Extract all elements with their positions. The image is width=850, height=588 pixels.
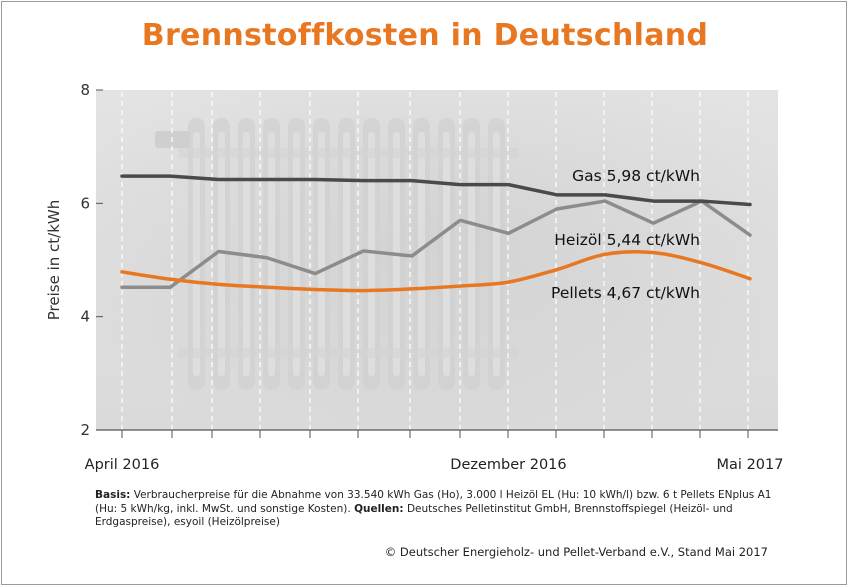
- sources-label: Quellen:: [354, 502, 404, 515]
- series-line-oil: [120, 199, 752, 289]
- radiator-fin-highlight: [443, 132, 450, 376]
- radiator-fin-highlight: [318, 132, 325, 376]
- radiator-fin-highlight: [268, 132, 275, 376]
- radiator-fin-highlight: [293, 132, 300, 376]
- series-label-gas: Gas 5,98 ct/kWh: [572, 167, 700, 185]
- y-tick-label: 8: [80, 81, 90, 99]
- x-tick-label: April 2016: [85, 457, 160, 473]
- radiator-fin-highlight: [368, 132, 375, 376]
- radiator-watermark: [96, 90, 778, 430]
- y-tick-label: 6: [80, 194, 90, 212]
- radiator-bottom-pipe: [178, 348, 518, 358]
- radiator-fin-highlight: [468, 132, 475, 376]
- y-tick-label: 4: [80, 308, 90, 326]
- basis-text: Verbraucherpreise für die Abnahme von 33…: [95, 489, 772, 515]
- radiator-fin-highlight: [493, 132, 500, 376]
- sources-text: Deutsches Pelletinstitut GmbH, Brennstof…: [95, 502, 733, 529]
- series-label-pellets: Pellets 4,67 ct/kWh: [551, 284, 700, 302]
- radiator-fin-highlight: [343, 132, 350, 376]
- radiator-fin-highlight: [218, 132, 225, 376]
- footnote: Basis: Verbraucherpreise für die Abnahme…: [95, 489, 785, 530]
- chart-title: Brennstoffkosten in Deutschland: [141, 18, 709, 53]
- series-line-pellets: [120, 250, 752, 293]
- series-label-oil: Heizöl 5,44 ct/kWh: [554, 231, 700, 249]
- x-tick-label: Dezember 2016: [450, 457, 566, 473]
- series-line-gas: [120, 174, 752, 207]
- radiator-fin-highlight: [193, 132, 200, 376]
- x-tick-label: Mai 2017: [717, 457, 784, 473]
- radiator-top-pipe: [178, 148, 518, 158]
- y-tick-label: 2: [80, 421, 90, 439]
- basis-label: Basis:: [95, 489, 131, 501]
- y-axis-label: Preise in ct/kWh: [45, 200, 63, 320]
- radiator-fin-highlight: [418, 132, 425, 376]
- copyright: © Deutscher Energieholz- und Pellet-Verb…: [384, 545, 768, 559]
